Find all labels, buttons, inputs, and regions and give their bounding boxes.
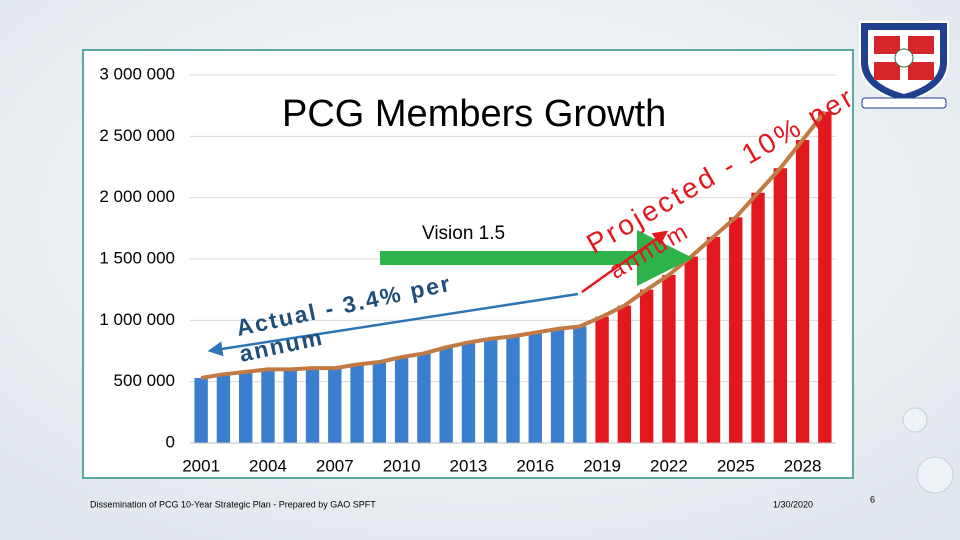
bar xyxy=(617,305,632,443)
x-tick-label: 2019 xyxy=(583,456,621,475)
bar xyxy=(573,326,587,443)
bar xyxy=(261,369,275,443)
bar xyxy=(729,217,743,443)
bar xyxy=(706,236,721,443)
bar xyxy=(751,192,765,443)
y-tick-label: 2 000 000 xyxy=(99,187,175,206)
bar xyxy=(394,357,409,443)
y-tick-label: 2 500 000 xyxy=(99,126,175,145)
bar xyxy=(662,274,676,443)
actual-arrow xyxy=(207,292,579,357)
x-tick-label: 2007 xyxy=(316,456,354,475)
bar xyxy=(328,368,342,443)
trend-line xyxy=(200,110,827,380)
y-tick-label: 1 500 000 xyxy=(99,248,175,267)
bar xyxy=(550,328,565,443)
x-tick-label: 2004 xyxy=(249,456,287,475)
x-tick-label: 2001 xyxy=(182,456,220,475)
footer-date: 1/30/2020 xyxy=(773,499,813,509)
bar xyxy=(639,289,654,443)
bar xyxy=(372,362,387,443)
annotation: Vision 1.5 xyxy=(422,223,505,244)
x-tick-label: 2028 xyxy=(784,456,822,475)
chart-title: PCG Members Growth xyxy=(282,93,666,135)
bar xyxy=(506,336,520,443)
x-tick-label: 2022 xyxy=(650,456,688,475)
bar xyxy=(818,111,832,444)
x-tick-label: 2025 xyxy=(717,456,755,475)
bar xyxy=(283,369,297,443)
bar xyxy=(350,364,364,443)
bar xyxy=(194,377,208,443)
x-tick-label: 2010 xyxy=(383,456,421,475)
y-tick-label: 1 000 000 xyxy=(99,310,175,329)
x-tick-label: 2013 xyxy=(450,456,488,475)
x-tick-label: 2016 xyxy=(516,456,554,475)
bar xyxy=(773,168,787,443)
projected-arrow xyxy=(581,230,669,294)
droplet xyxy=(902,407,928,433)
bar xyxy=(461,342,476,443)
bar xyxy=(417,353,431,443)
logo xyxy=(859,21,949,109)
y-tick-label: 3 000 000 xyxy=(99,64,175,83)
bar xyxy=(595,316,609,443)
plot: 0 500 000 1 000 000 1 500 000 2 000 000 2 500… xyxy=(99,64,836,475)
bar xyxy=(795,140,810,443)
footer-text: Dissemination of PCG 10-Year Strategic P… xyxy=(90,499,376,509)
droplet xyxy=(916,456,954,494)
bar xyxy=(484,338,498,443)
bar xyxy=(305,368,320,443)
y-tick-label: 500 000 xyxy=(114,371,175,390)
bar xyxy=(439,347,453,443)
bar xyxy=(216,374,231,443)
y-tick-label: 0 xyxy=(166,432,175,451)
page-number: 6 xyxy=(870,494,875,504)
bar xyxy=(528,332,542,443)
bar xyxy=(239,371,253,443)
bar xyxy=(684,256,698,443)
